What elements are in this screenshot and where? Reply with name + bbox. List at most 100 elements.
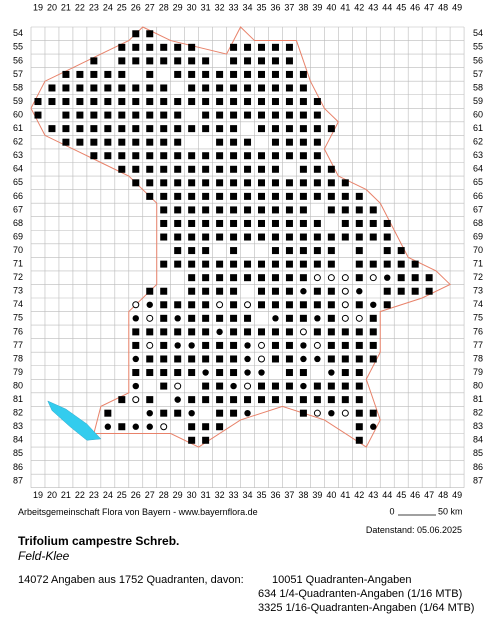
occurrence-dot — [104, 423, 112, 430]
occurrence-square — [397, 247, 405, 255]
column-label: 19 — [33, 490, 43, 500]
occurrence-square — [271, 247, 279, 255]
occurrence-square — [299, 179, 307, 187]
occurrence-square — [299, 84, 307, 92]
column-label: 30 — [187, 2, 197, 12]
occurrence-square — [258, 192, 266, 200]
occurrence-square — [188, 355, 196, 363]
occurrence-square — [425, 287, 433, 295]
row-label: 63 — [473, 150, 483, 160]
occurrence-square — [258, 396, 266, 404]
occurrence-square — [216, 355, 224, 363]
occurrence-square — [216, 382, 224, 390]
occurrence-square — [174, 125, 182, 133]
column-label: 34 — [243, 2, 253, 12]
occurrence-square — [258, 260, 266, 268]
occurrence-ring — [341, 301, 349, 309]
occurrence-square — [271, 206, 279, 214]
row-label: 78 — [473, 353, 483, 363]
occurrence-square — [160, 233, 168, 241]
occurrence-square — [271, 57, 279, 65]
row-label: 64 — [473, 164, 483, 174]
occurrence-square — [397, 287, 405, 295]
occurrence-square — [118, 152, 126, 160]
occurrence-ring — [146, 314, 154, 322]
occurrence-square — [160, 125, 168, 133]
row-label: 69 — [473, 231, 483, 241]
column-label: 44 — [382, 490, 392, 500]
lake — [47, 400, 102, 441]
occurrence-square — [202, 219, 210, 227]
occurrence-square — [271, 382, 279, 390]
row-label: 66 — [13, 191, 23, 201]
occurrence-square — [285, 287, 293, 295]
occurrence-square — [230, 341, 238, 349]
occurrence-square — [216, 369, 224, 377]
occurrence-dot — [132, 315, 139, 322]
row-label: 75 — [473, 313, 483, 323]
occurrence-ring — [160, 423, 168, 431]
column-label: 25 — [117, 490, 127, 500]
column-label: 24 — [103, 490, 113, 500]
occurrence-square — [118, 70, 126, 78]
occurrence-ring — [355, 314, 363, 322]
occurrence-square — [355, 436, 363, 444]
row-label: 67 — [473, 204, 483, 214]
occurrence-square — [355, 247, 363, 255]
occurrence-square — [230, 287, 238, 295]
occurrence-square — [313, 192, 321, 200]
occurrence-square — [411, 287, 419, 295]
occurrence-square — [285, 84, 293, 92]
occurrence-square — [174, 206, 182, 214]
occurrence-square — [327, 314, 335, 322]
column-label: 49 — [452, 490, 462, 500]
occurrence-square — [132, 165, 140, 173]
occurrence-square — [271, 125, 279, 133]
occurrence-square — [258, 206, 266, 214]
occurrence-square — [216, 287, 224, 295]
occurrence-square — [118, 57, 126, 65]
occurrence-square — [230, 125, 238, 133]
row-label: 70 — [13, 245, 23, 255]
occurrence-square — [188, 206, 196, 214]
column-label: 19 — [33, 2, 43, 12]
occurrence-dot — [384, 274, 391, 281]
summary: 14072 Angaben aus 1752 Quadranten, davon… — [18, 574, 244, 586]
row-label: 83 — [473, 421, 483, 431]
occurrence-dot — [328, 409, 335, 417]
occurrence-square — [271, 274, 279, 282]
occurrence-dot — [314, 315, 321, 322]
occurrence-square — [174, 43, 182, 51]
occurrence-square — [160, 179, 168, 187]
occurrence-square — [202, 328, 210, 336]
occurrence-square — [271, 328, 279, 336]
row-label: 60 — [473, 109, 483, 119]
occurrence-square — [313, 301, 321, 309]
occurrence-square — [313, 328, 321, 336]
column-label: 27 — [145, 2, 155, 12]
occurrence-square — [299, 70, 307, 78]
occurrence-square — [188, 125, 196, 133]
occurrence-square — [174, 219, 182, 227]
column-label: 39 — [312, 490, 322, 500]
row-label: 58 — [13, 82, 23, 92]
occurrence-square — [355, 382, 363, 390]
occurrence-square — [174, 98, 182, 106]
occurrence-square — [188, 84, 196, 92]
occurrence-square — [230, 260, 238, 268]
occurrence-square — [313, 233, 321, 241]
row-label: 57 — [473, 69, 483, 79]
occurrence-square — [174, 57, 182, 65]
column-label: 37 — [284, 2, 294, 12]
occurrence-square — [341, 396, 349, 404]
occurrence-square — [383, 287, 391, 295]
row-label: 56 — [13, 55, 23, 65]
occurrence-square — [188, 328, 196, 336]
occurrence-dot — [146, 301, 153, 308]
occurrence-dot — [314, 355, 321, 363]
row-label: 86 — [13, 462, 23, 472]
occurrence-square — [327, 328, 335, 336]
row-label: 75 — [13, 313, 23, 323]
occurrence-square — [216, 152, 224, 160]
occurrence-square — [299, 274, 307, 282]
